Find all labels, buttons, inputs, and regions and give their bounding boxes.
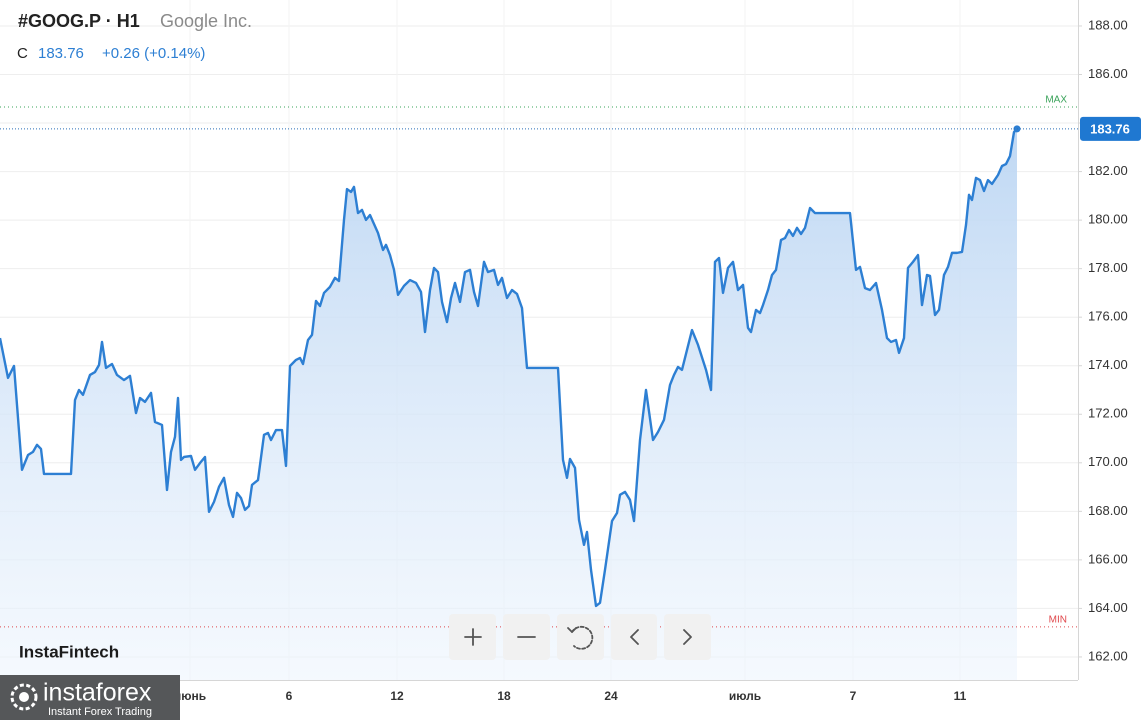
area xyxy=(0,128,1017,680)
x-tick-label: июль xyxy=(729,689,761,703)
price-tag-label: 183.76 xyxy=(1090,121,1130,136)
logo-icon xyxy=(10,683,38,711)
scroll-right-button[interactable] xyxy=(664,614,711,660)
min-line-label: MIN xyxy=(1049,614,1067,625)
quote-label: C xyxy=(17,45,28,62)
plot: MAX MIN xyxy=(0,95,1078,680)
zoom-out-button[interactable] xyxy=(503,614,550,660)
price-tag xyxy=(1080,116,1141,141)
y-tick-label: 172.00 xyxy=(1088,406,1128,421)
max-line-label: MAX xyxy=(1045,95,1067,106)
y-tick-label: 170.00 xyxy=(1088,454,1128,469)
y-tick-label: 166.00 xyxy=(1088,551,1128,566)
logo-tagline: Instant Forex Trading xyxy=(48,706,152,718)
x-tick-label: 6 xyxy=(286,689,293,703)
x-tick-label: июнь xyxy=(174,689,206,703)
zoom-in-button[interactable] xyxy=(449,614,496,660)
watermark: InstaFintech xyxy=(19,642,119,661)
scroll-left-button[interactable] xyxy=(611,614,657,660)
y-tick-label: 180.00 xyxy=(1088,212,1128,227)
y-tick-label: 178.00 xyxy=(1088,260,1128,275)
y-tick-label: 168.00 xyxy=(1088,503,1128,518)
company: Google Inc. xyxy=(160,11,252,31)
x-tick-label: 12 xyxy=(390,689,404,703)
reset-button[interactable] xyxy=(557,614,604,660)
price-line xyxy=(0,128,1018,608)
x-tick-label: 11 xyxy=(954,689,967,703)
x-tick-label: 18 xyxy=(497,689,511,703)
y-tick-label: 182.00 xyxy=(1088,163,1128,178)
price-change: +0.26 (+0.14%) xyxy=(102,45,205,62)
y-tick-label: 162.00 xyxy=(1088,648,1128,663)
axes: 162.00 164.00 166.00 168.00 170.00 172.00 174.… xyxy=(174,17,1141,703)
y-tick-label: 186.00 xyxy=(1088,66,1128,81)
x-tick-label: 7 xyxy=(850,689,857,703)
logo: instaforex Instant Forex Trading xyxy=(0,675,180,720)
y-tick-label: 164.00 xyxy=(1088,600,1128,615)
x-tick-label: 24 xyxy=(604,689,618,703)
y-tick-label: 174.00 xyxy=(1088,357,1128,372)
symbol: #GOOG.P · H1 xyxy=(18,11,140,31)
logo-name: instaforex xyxy=(43,679,152,707)
y-tick-label: 176.00 xyxy=(1088,309,1128,324)
y-tick-label: 188.00 xyxy=(1088,17,1128,32)
logo-background xyxy=(0,675,180,720)
logo-icon-core xyxy=(19,692,29,702)
close-price: 183.76 xyxy=(38,45,84,62)
